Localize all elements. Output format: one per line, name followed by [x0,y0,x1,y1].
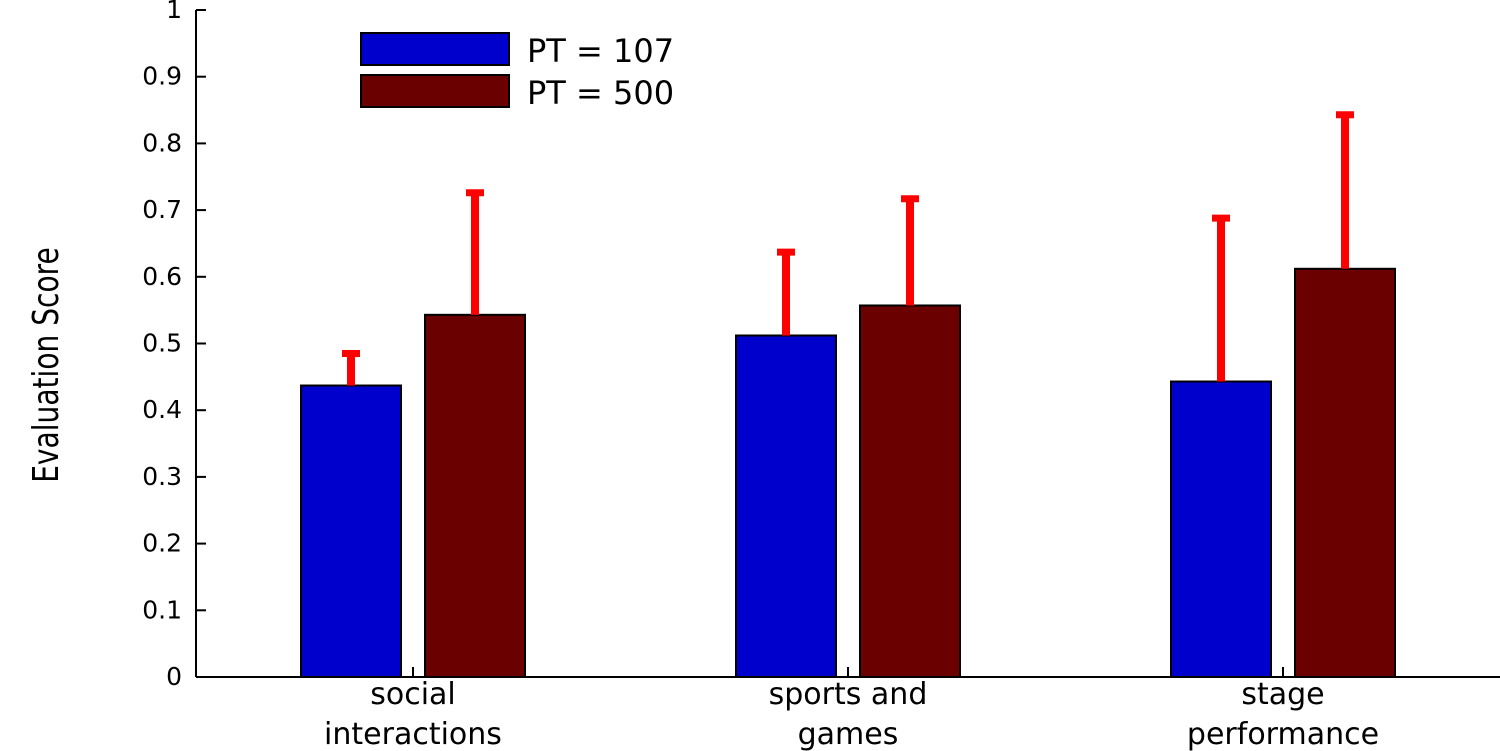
x-category-label: games [798,717,899,751]
y-tick-label: 0.8 [142,128,182,157]
y-tick-label: 0.4 [142,395,182,424]
y-tick-label: 0.5 [142,329,182,358]
legend-swatch [360,74,510,108]
y-tick-label: 0.7 [142,195,182,224]
legend-label: PT = 107 [527,32,674,70]
bar [1170,380,1272,678]
legend-swatch [360,32,510,66]
bar [859,304,961,678]
bar [424,313,526,678]
y-tick-label: 0 [166,662,182,691]
bar [300,384,402,678]
y-tick-label: 1 [166,0,182,24]
y-tick-label: 0.3 [142,462,182,491]
x-category-label: sports and [769,677,928,712]
y-axis-label: Evaluation Score [25,247,67,483]
y-tick-label: 0.2 [142,529,182,558]
bar [1294,267,1396,678]
y-tick-label: 0.1 [142,595,182,624]
y-tick-label: 0.9 [142,62,182,91]
y-tick-label: 0.6 [142,262,182,291]
bar [735,334,837,678]
legend-label: PT = 500 [527,74,674,112]
x-category-label: social [370,677,456,712]
x-category-label: performance [1187,717,1379,751]
x-category-label: stage [1241,677,1324,712]
x-category-label: interactions [324,717,502,751]
